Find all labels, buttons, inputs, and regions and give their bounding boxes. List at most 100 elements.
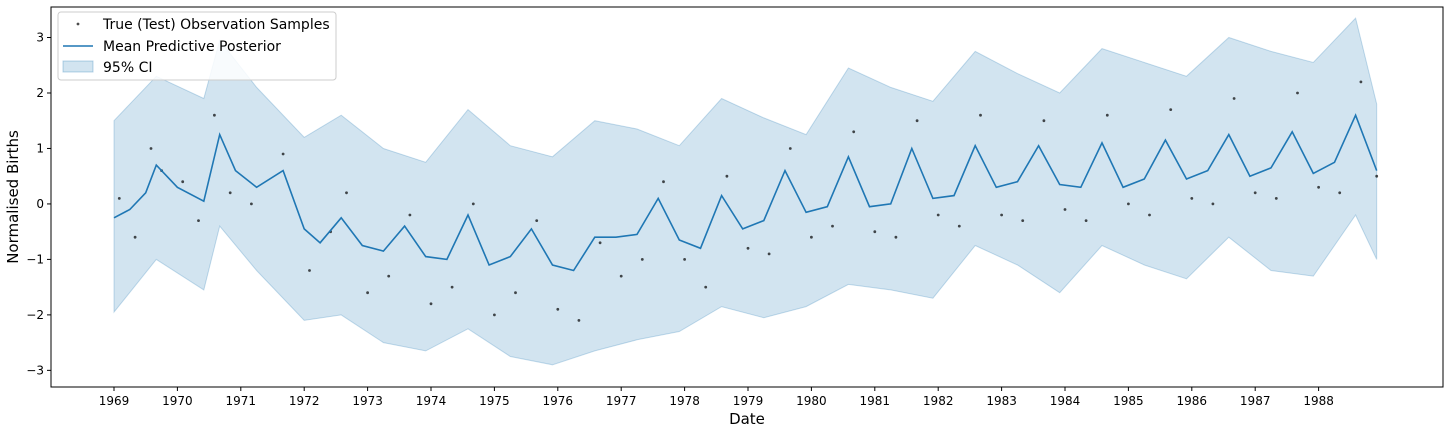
x-tick-label: 1975 <box>479 394 510 408</box>
legend-label-mean: Mean Predictive Posterior <box>103 39 281 55</box>
observation-points-layer <box>117 80 1379 322</box>
plot-area-frame <box>50 6 1444 388</box>
observation-point <box>493 313 496 317</box>
x-tick-label: 1976 <box>543 394 574 408</box>
x-tick-label: 1984 <box>1050 394 1081 408</box>
observation-point <box>408 213 412 217</box>
observation-point <box>1338 191 1342 195</box>
observation-point <box>450 285 454 289</box>
x-tick-label: 1986 <box>1177 394 1208 408</box>
observation-point <box>197 219 200 223</box>
observation-point <box>1211 202 1215 206</box>
observation-point <box>1317 185 1320 189</box>
x-tick-label: 1973 <box>352 394 383 408</box>
y-tick-label: −2 <box>26 308 44 322</box>
observation-point <box>471 202 475 206</box>
y-tick-label: 0 <box>36 197 44 211</box>
legend-patch-ci <box>62 60 94 73</box>
observation-point <box>1274 197 1278 200</box>
observation-point <box>149 147 153 150</box>
observation-point <box>133 235 137 239</box>
mean-line-layer <box>113 113 1378 272</box>
x-axis-ticks: 1969 1970 1971 1972 1973 1974 1975 1976 1977 1978… <box>99 387 1334 408</box>
x-tick-label: 1985 <box>1113 394 1144 408</box>
observation-point <box>345 191 348 195</box>
observation-point <box>1063 208 1067 211</box>
observation-point <box>250 202 253 206</box>
observation-point <box>1253 191 1257 195</box>
x-tick-label: 1980 <box>796 394 827 408</box>
observation-point <box>1148 213 1151 217</box>
observation-point <box>117 197 121 200</box>
observation-point <box>598 241 602 245</box>
observation-point <box>1232 97 1236 100</box>
observation-point <box>213 113 216 117</box>
observation-point <box>1190 197 1194 200</box>
ci-band <box>113 17 1378 366</box>
observation-point <box>810 235 813 239</box>
x-tick-label: 1970 <box>162 394 193 408</box>
observation-point <box>181 180 185 184</box>
y-axis-label: Normalised Births <box>4 130 22 264</box>
ci-layer <box>113 17 1378 366</box>
observation-point <box>1105 113 1109 117</box>
mean-line <box>113 113 1378 272</box>
x-tick-label: 1983 <box>986 394 1017 408</box>
observation-point <box>1359 80 1363 84</box>
x-tick-label: 1982 <box>923 394 954 408</box>
observation-point <box>1296 91 1299 95</box>
observation-point <box>1084 219 1088 223</box>
legend-marker-observations <box>76 22 80 26</box>
observation-point <box>957 224 961 228</box>
observation-point <box>514 291 517 295</box>
observation-point <box>704 285 708 289</box>
x-tick-label: 1971 <box>226 394 257 408</box>
legend-label-ci: 95% CI <box>103 60 152 76</box>
observation-point <box>1000 213 1003 217</box>
observation-point <box>577 319 581 322</box>
observation-point <box>535 219 539 223</box>
observation-point <box>915 119 919 123</box>
observation-point <box>725 174 729 178</box>
observation-point <box>894 235 898 239</box>
x-tick-label: 1979 <box>733 394 764 408</box>
observation-point <box>873 230 877 234</box>
y-tick-label: 3 <box>36 31 44 45</box>
observation-point <box>619 274 623 278</box>
x-tick-label: 1977 <box>606 394 637 408</box>
x-tick-label: 1978 <box>669 394 700 408</box>
observation-point <box>683 258 686 261</box>
observation-point <box>1127 202 1130 206</box>
legend: True (Test) Observation Samples Mean Pre… <box>57 11 337 81</box>
x-tick-label: 1988 <box>1303 394 1334 408</box>
y-axis-ticks: 3 2 1 0 −1 −2 −3 <box>26 31 51 377</box>
observation-point <box>429 302 433 306</box>
x-tick-label: 1972 <box>289 394 320 408</box>
observation-point <box>387 274 391 278</box>
observation-point <box>936 213 940 217</box>
observation-point <box>308 269 311 272</box>
x-tick-label: 1969 <box>99 394 130 408</box>
observation-point <box>1042 119 1046 123</box>
x-tick-label: 1987 <box>1240 394 1271 408</box>
observation-point <box>1169 108 1173 111</box>
legend-box <box>57 11 337 81</box>
observation-point <box>767 252 771 256</box>
observation-point <box>1021 219 1025 223</box>
y-tick-label: −3 <box>26 363 44 377</box>
observation-point <box>640 258 644 261</box>
legend-label-observations: True (Test) Observation Samples <box>102 17 330 33</box>
observation-point <box>662 180 665 184</box>
observation-point <box>228 191 232 195</box>
y-tick-label: 1 <box>36 141 44 155</box>
observation-point <box>831 224 834 228</box>
y-tick-label: −1 <box>26 252 44 266</box>
y-tick-label: 2 <box>36 86 44 100</box>
observation-point <box>1375 174 1379 178</box>
observation-point <box>979 113 982 117</box>
observation-point <box>746 246 750 250</box>
x-tick-label: 1974 <box>416 394 447 408</box>
observation-point <box>788 147 792 150</box>
